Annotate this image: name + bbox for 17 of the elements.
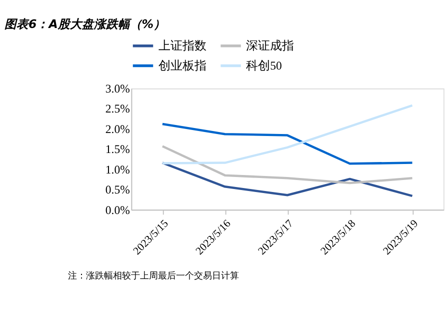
line-series [161, 104, 414, 164]
y-tick-label: 0.0% [105, 204, 130, 217]
y-tick-label: 2.0% [105, 122, 130, 136]
chart-title: 图表6：A股大盘涨跌幅（%） [4, 16, 166, 31]
y-tick-label: 2.5% [105, 102, 130, 116]
text: 注：涨跌幅相较于上周最后一个交易日计算 [68, 270, 239, 282]
line-series [161, 122, 414, 165]
legend-label: 创业板指 [158, 59, 206, 72]
line-series [161, 162, 414, 198]
line-series [161, 145, 414, 184]
y-tick-label: 1.0% [105, 163, 130, 176]
legend-label: 科创50 [246, 59, 282, 72]
legend-label: 深证成指 [246, 39, 294, 52]
y-tick-label: 1.5% [105, 143, 130, 156]
y-tick-label: 3.0% [105, 82, 130, 96]
legend-label: 上证指数 [158, 39, 206, 52]
y-tick-label: 0.5% [105, 184, 130, 197]
